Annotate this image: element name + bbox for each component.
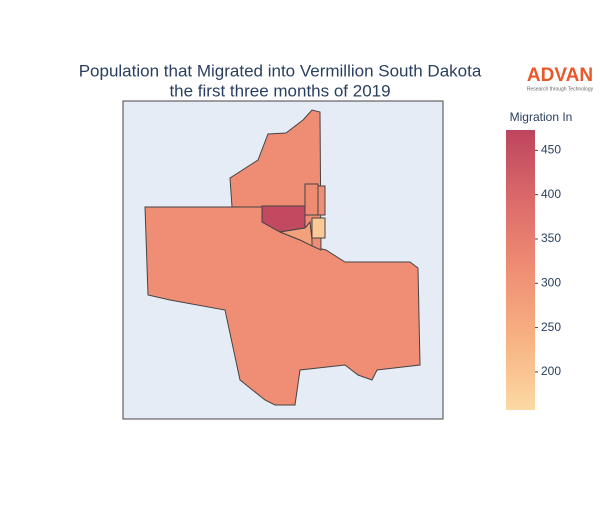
colorbar-tick-label: 300 <box>541 275 561 289</box>
colorbar <box>506 130 535 410</box>
region <box>317 185 326 216</box>
logo-tagline: Research through Technology <box>527 86 594 92</box>
title-line: the first three months of 2019 <box>169 81 390 100</box>
regions <box>144 109 421 406</box>
colorbar-tick-label: 350 <box>541 231 561 245</box>
region <box>278 220 313 247</box>
region <box>304 183 319 216</box>
colorbar-tick-label: 450 <box>541 143 561 157</box>
logo: ADVAN <box>527 65 593 86</box>
colorbar-tick-label: 200 <box>541 364 561 378</box>
colorbar-tick-label: 400 <box>541 187 561 201</box>
title-line: Population that Migrated into Vermillion… <box>79 61 482 80</box>
colorbar-title: Migration In <box>510 110 573 124</box>
region <box>311 217 326 239</box>
colorbar-tick-label: 250 <box>541 320 561 334</box>
